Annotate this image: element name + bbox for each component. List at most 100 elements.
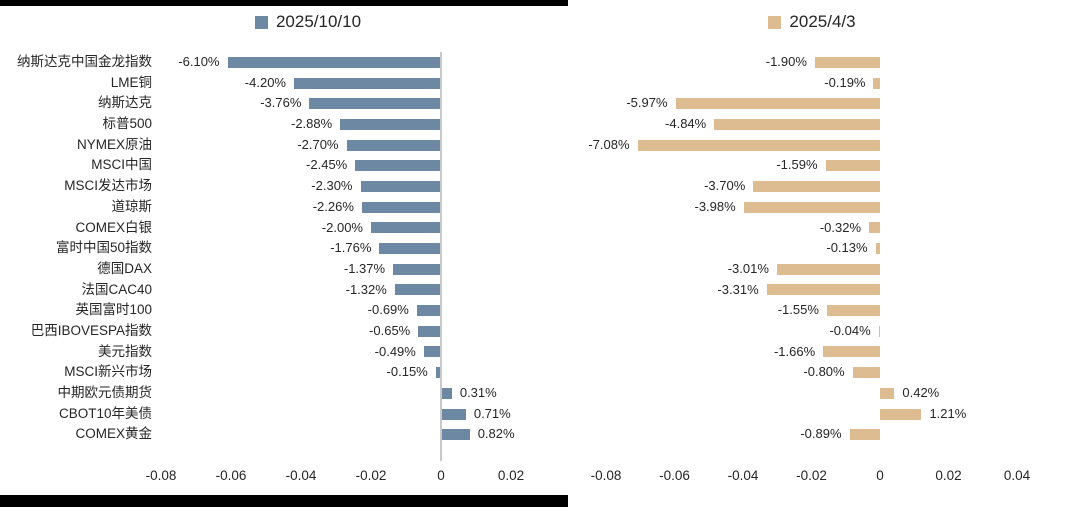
x-axis-tick-label: -0.04 bbox=[727, 468, 759, 483]
bar-row: -3.31% bbox=[568, 280, 1080, 301]
bar-value-label: -0.80% bbox=[803, 364, 845, 380]
bar-value-label: -4.20% bbox=[244, 74, 286, 90]
bar-value-label: -3.01% bbox=[727, 260, 769, 276]
bar-row: -0.89% bbox=[568, 424, 1080, 445]
x-axis-tick-label: -0.02 bbox=[796, 468, 827, 483]
bar bbox=[340, 118, 441, 130]
bar bbox=[418, 325, 441, 337]
bar bbox=[753, 180, 880, 192]
bar-value-label: 0.82% bbox=[477, 426, 515, 442]
plot-area-right: -1.90% -0.19% -5.97% -4.84% -7.08% -1.59% -3.7… bbox=[568, 52, 1080, 445]
bar-row: 纳斯达克 -3.76% bbox=[0, 93, 568, 114]
category-label: 中期欧元债期货 bbox=[57, 385, 153, 400]
category-label: MSCI中国 bbox=[91, 157, 152, 173]
bar bbox=[394, 284, 441, 296]
bar-value-label: -2.00% bbox=[321, 219, 363, 235]
bar-row: 巴西IBOVESPA指数 -0.65% bbox=[0, 321, 568, 342]
category-label: 富时中国50指数 bbox=[55, 240, 152, 256]
bar-row: 标普500 -2.88% bbox=[0, 114, 568, 135]
bar bbox=[441, 429, 470, 441]
bar-value-label: -2.26% bbox=[312, 198, 354, 214]
bar-value-label: -0.65% bbox=[369, 322, 411, 338]
bar bbox=[371, 222, 441, 234]
bar bbox=[823, 346, 880, 358]
category-label: 美元指数 bbox=[98, 343, 152, 359]
bar-row: COMEX黄金 0.82% bbox=[0, 424, 568, 445]
bar bbox=[441, 387, 452, 399]
bar bbox=[441, 408, 466, 420]
bar-row: 美元指数 -0.49% bbox=[0, 342, 568, 363]
category-label: 英国富时100 bbox=[75, 302, 152, 318]
x-axis-tick-label: -0.06 bbox=[659, 468, 690, 483]
legend-2025-4-3: 2025/4/3 bbox=[556, 12, 1068, 32]
x-axis-tick-label: -0.08 bbox=[590, 468, 622, 483]
bar-value-label: -0.19% bbox=[824, 74, 866, 90]
category-label: COMEX黄金 bbox=[75, 426, 152, 442]
bar-value-label: -6.10% bbox=[178, 54, 220, 69]
bar-row: 纳斯达克中国金龙指数 -6.10% bbox=[0, 52, 568, 73]
bar-row: -5.97% bbox=[568, 93, 1080, 114]
bar-value-label: -3.76% bbox=[260, 95, 302, 111]
bar-row: -4.84% bbox=[568, 114, 1080, 135]
bar-row: NYMEX原油 -2.70% bbox=[0, 135, 568, 156]
category-label: 纳斯达克 bbox=[98, 95, 152, 111]
bar bbox=[675, 98, 880, 110]
bar bbox=[416, 305, 441, 317]
bar-value-label: 1.21% bbox=[929, 405, 967, 421]
bar bbox=[880, 387, 895, 399]
bar-row: MSCI新兴市场 -0.15% bbox=[0, 362, 568, 383]
bar-row: 富时中国50指数 -1.76% bbox=[0, 238, 568, 259]
chart-2025-4-3: 2025/4/3 -1.90% -0.19% -5.97% -4.84% -7.08% -… bbox=[568, 0, 1080, 507]
bar-value-label: -2.70% bbox=[297, 136, 339, 152]
bar-row: -1.59% bbox=[568, 155, 1080, 176]
category-label: 法国CAC40 bbox=[81, 281, 152, 297]
bar bbox=[435, 367, 441, 379]
bar-value-label: -2.30% bbox=[311, 178, 353, 194]
x-axis-tick-label: 0.02 bbox=[497, 468, 525, 483]
bar-value-label: -2.88% bbox=[291, 116, 333, 132]
bar-row: COMEX白银 -2.00% bbox=[0, 218, 568, 239]
bar bbox=[637, 139, 880, 151]
category-label: MSCI发达市场 bbox=[64, 178, 152, 194]
category-label: 德国DAX bbox=[97, 260, 152, 276]
bar-value-label: -0.13% bbox=[826, 240, 868, 256]
bar bbox=[852, 367, 880, 379]
category-label: 标普500 bbox=[102, 116, 152, 132]
bar bbox=[878, 325, 880, 337]
bar bbox=[875, 243, 880, 255]
bar-row: -1.55% bbox=[568, 300, 1080, 321]
bar-value-label: -3.31% bbox=[717, 281, 759, 297]
x-axis-left: -0.08 -0.06 -0.04 -0.02 0 0.02 bbox=[0, 468, 568, 486]
bar-value-label: -0.69% bbox=[367, 302, 409, 318]
legend-label: 2025/4/3 bbox=[789, 12, 856, 31]
bar bbox=[309, 98, 441, 110]
bar-value-label: -0.89% bbox=[800, 426, 842, 442]
bar-row: -1.66% bbox=[568, 342, 1080, 363]
bar bbox=[294, 77, 441, 89]
bar-row: CBOT10年美债 0.71% bbox=[0, 404, 568, 425]
bar bbox=[379, 243, 441, 255]
zero-axis-line bbox=[440, 52, 442, 461]
x-axis-tick-label: 0.02 bbox=[935, 468, 962, 483]
category-label: NYMEX原油 bbox=[76, 136, 152, 152]
bar bbox=[423, 346, 441, 358]
bar bbox=[873, 77, 880, 89]
bar-value-label: 0.42% bbox=[902, 385, 940, 400]
chart-2025-10-10: 2025/10/10 纳斯达克中国金龙指数 -6.10% LME铜 -4.20% 纳斯达… bbox=[0, 12, 568, 486]
bar-value-label: 0.71% bbox=[473, 405, 511, 421]
category-label: MSCI新兴市场 bbox=[64, 364, 152, 380]
bar-row: 0.42% bbox=[568, 383, 1080, 404]
bar-value-label: -3.70% bbox=[704, 178, 746, 194]
bar-value-label: -3.98% bbox=[694, 198, 736, 214]
x-axis-tick-label: -0.04 bbox=[285, 468, 317, 483]
bar-value-label: -5.97% bbox=[626, 95, 668, 111]
plot-area-left: 纳斯达克中国金龙指数 -6.10% LME铜 -4.20% 纳斯达克 -3.76% 标普50… bbox=[0, 52, 568, 445]
bar-value-label: -1.76% bbox=[330, 240, 372, 256]
bar bbox=[776, 263, 880, 275]
bar-value-label: -7.08% bbox=[588, 136, 630, 152]
x-axis-tick-label: 0 bbox=[876, 468, 884, 483]
category-label: 道琼斯 bbox=[111, 198, 153, 214]
bar-row: -0.13% bbox=[568, 238, 1080, 259]
bar-row: -3.01% bbox=[568, 259, 1080, 280]
bar bbox=[849, 429, 880, 441]
